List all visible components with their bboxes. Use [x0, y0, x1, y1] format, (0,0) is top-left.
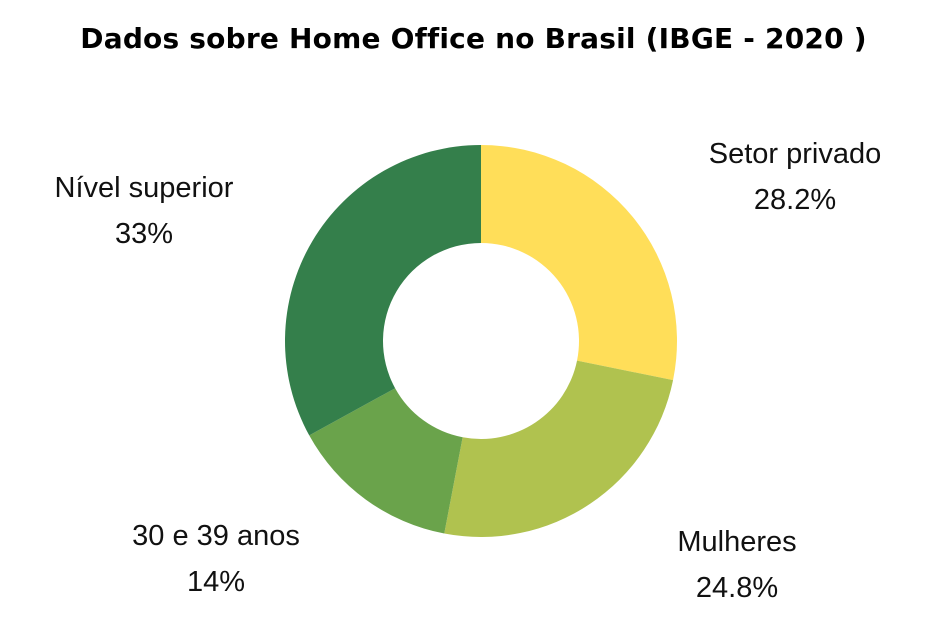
slice-value-label: 14%	[187, 566, 245, 598]
slice-value-label: 33%	[115, 218, 173, 250]
slice-label: Setor privado	[709, 138, 882, 170]
slice-label: Mulheres	[677, 526, 796, 558]
slice-value-label: 28.2%	[754, 184, 836, 216]
slice-label: 30 e 39 anos	[132, 520, 300, 552]
slice-value-label: 24.8%	[696, 572, 778, 604]
slice-mulheres	[444, 360, 674, 538]
chart-title: Dados sobre Home Office no Brasil (IBGE …	[80, 22, 867, 55]
slice-n-vel-superior	[285, 145, 481, 436]
slice-setor-privado	[481, 145, 677, 381]
labels: Setor privado 28.2% Mulheres 24.8% 30 e 39 a…	[55, 138, 882, 604]
slice-30-e-39-anos	[309, 388, 463, 534]
slice-label: Nível superior	[55, 172, 234, 204]
slices	[285, 145, 677, 538]
